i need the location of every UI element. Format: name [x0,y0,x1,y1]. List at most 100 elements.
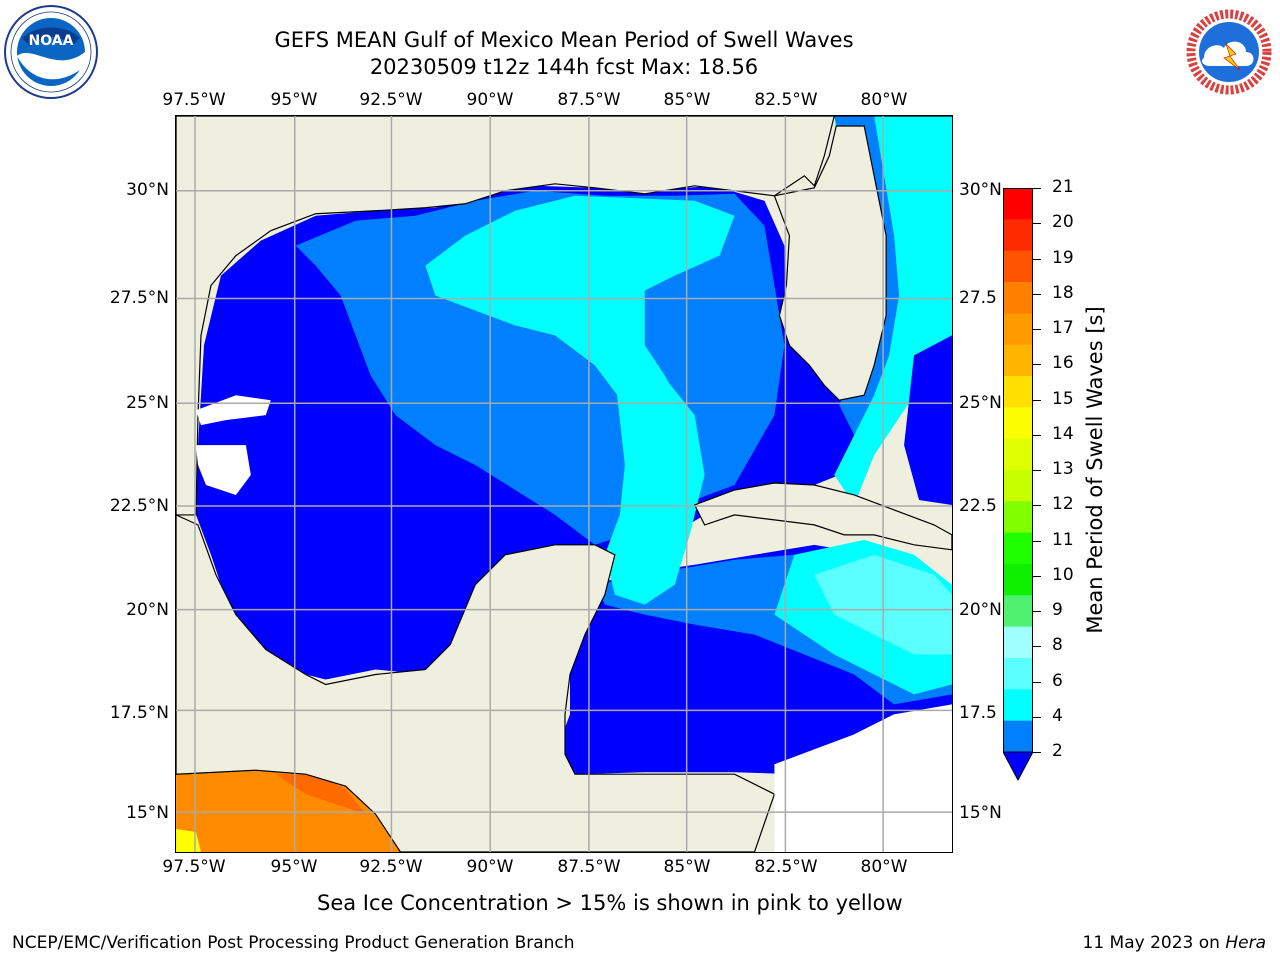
colorbar-segment [1003,720,1033,753]
colorbar-tick-mark [1033,188,1041,189]
colorbar-segment [1003,282,1033,314]
noaa-logo: NOAA [4,5,98,99]
colorbar-tick-mark [1033,399,1041,401]
lat-label-right: 30°N [959,180,1002,200]
lat-label-left: 17.5°N [109,703,169,723]
lat-label-right: 20°N [959,600,1002,620]
cuba-land [693,482,952,551]
colorbar-segment [1003,407,1033,440]
colorbar-tick-label: 15 [1052,388,1074,409]
nodata-patch [774,704,952,852]
colorbar-tick-label: 14 [1052,423,1074,444]
colorbar-tick-mark [1033,716,1041,718]
colorbar-tick-mark [1033,364,1041,366]
colorbar-tick-mark [1033,505,1041,507]
lon-label-bottom: 90°W [466,857,514,877]
colorbar-segment [1003,188,1033,220]
colorbar-tick-mark [1033,293,1041,295]
nodata-patch [196,445,251,495]
sea-ice-note: Sea Ice Concentration > 15% is shown in … [317,891,903,915]
lon-label-top: 80°W [860,90,908,110]
lon-label-top: 90°W [466,90,514,110]
lat-label-right: 17.5 [959,703,997,723]
lon-label-bottom: 82.5°W [754,857,818,877]
colorbar-segment [1003,626,1033,659]
lat-label-left: 30°N [126,180,169,200]
yucatan-cyan-region [604,365,705,605]
lat-label-left: 15°N [126,803,169,823]
colorbar-tick-label: 9 [1052,600,1063,620]
footer-date: 11 May 2023 on Hera [1082,933,1267,953]
colorbar-segment [1003,595,1033,628]
pacific-darkorange-region [275,774,366,815]
colorbar-tick-label: 13 [1052,459,1074,479]
chart-subtitle: 20230509 t12z 144h fcst Max: 18.56 [369,55,759,79]
colorbar-segment [1003,564,1033,596]
lon-label-bottom: 87.5°W [557,857,621,877]
mexico-land [176,514,776,852]
lat-label-left: 27.5°N [109,288,169,308]
colorbar-tick-label: 17 [1052,318,1074,338]
colorbar-segment [1003,376,1033,408]
lon-label-bottom: 95°W [270,857,318,877]
colorbar-tick-mark [1033,470,1041,471]
colorbar-tick-label: 11 [1052,529,1074,550]
nws-logo [1183,6,1275,98]
colorbar-tick-mark [1033,258,1041,260]
lon-label-bottom: 85°W [663,857,711,877]
lon-label-top: 95°W [270,90,318,110]
colorbar-tick-label: 2 [1052,741,1063,761]
lat-label-right: 25°N [959,393,1002,413]
colorbar [1003,188,1033,782]
lon-label-top: 85°W [663,90,711,110]
lat-label-right: 22.5 [959,496,997,516]
colorbar-segment [1003,532,1033,565]
colorbar-tick-label: 21 [1052,177,1074,197]
florida-peninsula-land [773,125,887,401]
lat-label-right: 15°N [959,803,1002,823]
colorbar-segment [1003,313,1033,346]
graticule [176,116,952,852]
colorbar-segment [1003,470,1033,502]
colorbar-tick-mark [1033,223,1041,225]
lat-label-right: 27.5 [959,288,997,308]
lon-label-top: 97.5°W [162,90,226,110]
colorbar-tick-label: 12 [1052,494,1074,515]
lon-label-bottom: 97.5°W [162,857,226,877]
svg-text:NOAA: NOAA [29,33,74,49]
colorbar-tick-mark [1033,681,1041,683]
lat-label-left: 25°N [126,393,169,413]
lon-label-top: 82.5°W [754,90,818,110]
colorbar-segment [1003,219,1033,252]
lon-label-top: 92.5°W [359,90,423,110]
footer-credit: NCEP/EMC/Verification Post Processing Pr… [12,933,575,953]
colorbar-tick-mark [1033,752,1041,753]
colorbar-tick-mark [1033,329,1041,330]
lat-label-left: 20°N [126,600,169,620]
colorbar-label: Mean Period of Swell Waves [s] [1083,306,1107,634]
chart-title: GEFS MEAN Gulf of Mexico Mean Period of … [274,28,854,52]
colorbar-tick-label: 8 [1052,635,1063,656]
atlantic-deep-region [904,335,952,505]
colorbar-segment [1003,689,1033,722]
colorbar-segment [1003,250,1033,283]
colorbar-tick-mark [1033,611,1041,612]
colorbar-extend-arrow [1003,751,1033,782]
colorbar-tick-label: 4 [1052,705,1063,726]
colorbar-tick-label: 10 [1052,564,1074,585]
colorbar-tick-mark [1033,575,1041,577]
colorbar-segment [1003,438,1033,471]
colorbar-tick-mark [1033,540,1041,542]
colorbar-tick-mark [1033,646,1041,648]
lon-label-top: 87.5°W [557,90,621,110]
swell-period-map [175,115,953,853]
colorbar-tick-mark [1033,434,1041,436]
lon-label-bottom: 92.5°W [359,857,423,877]
colorbar-segment [1003,344,1033,377]
footer-host: Hera [1225,933,1266,953]
colorbar-tick-label: 20 [1052,212,1074,233]
colorbar-tick-label: 18 [1052,282,1074,303]
colorbar-tick-label: 19 [1052,247,1074,268]
colorbar-segment [1003,658,1033,690]
colorbar-tick-label: 16 [1052,353,1074,374]
